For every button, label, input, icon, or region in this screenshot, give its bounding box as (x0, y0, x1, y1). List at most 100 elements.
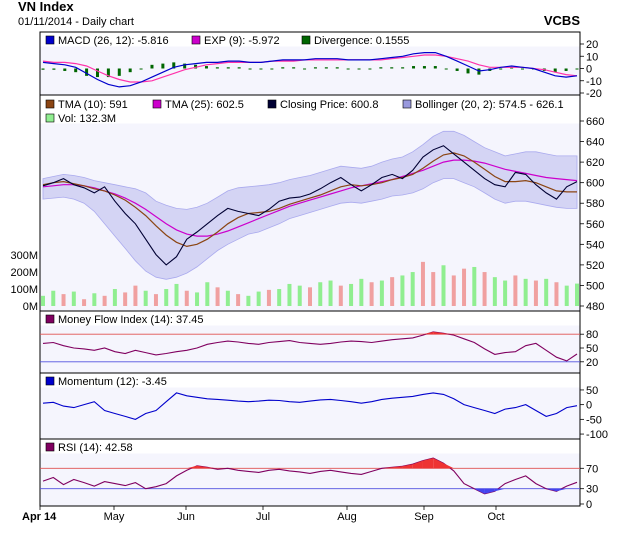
macd-legend-exp-label: EXP (9): -5.972 (204, 35, 280, 47)
volume-bar (287, 283, 292, 306)
volume-bar (195, 292, 200, 306)
volume-bar (215, 287, 220, 306)
volume-bar (575, 283, 579, 306)
volume-bar (533, 280, 538, 306)
macd-divergence-bar (161, 63, 165, 69)
price-legend-volume-label: Vol: 132.3M (58, 113, 116, 125)
macd-divergence-bar (172, 62, 176, 69)
volume-bar (462, 268, 467, 306)
macd-divergence-bar (106, 68, 110, 78)
volume-bar (420, 261, 425, 306)
macd-divergence-bar (85, 68, 89, 76)
rsi-y-tick: 70 (586, 463, 598, 475)
mfi-y-tick: 50 (586, 343, 598, 355)
macd-divergence-bar (575, 68, 579, 70)
rsi-legend-strip (40, 439, 580, 454)
macd-legend-divergence-swatch (301, 35, 311, 45)
momentum-y-tick: -50 (586, 414, 602, 426)
macd-divergence-bar (259, 68, 263, 70)
price-y-tick: 600 (586, 178, 604, 190)
rsi-overbought-fill (412, 460, 423, 469)
rsi-oversold-fill (494, 488, 506, 492)
volume-bar (523, 278, 528, 306)
volume-bar (359, 278, 364, 306)
volume-bar (379, 280, 384, 306)
macd-divergence-bar (335, 67, 339, 69)
rsi-overbought-fill (197, 465, 208, 469)
brand-label: VCBS (544, 13, 580, 28)
volume-bar (338, 285, 343, 306)
chart-title: VN Index (18, 0, 74, 14)
macd-divergence-bar (63, 68, 67, 71)
rsi-overbought-fill (422, 458, 434, 469)
volume-bar (564, 285, 569, 306)
rsi-overbought-fill (433, 458, 444, 469)
macd-divergence-bar (248, 68, 252, 70)
volume-y-tick: 300M (10, 250, 38, 262)
mfi-overbought-fill (422, 331, 434, 335)
volume-bar (236, 294, 241, 306)
momentum-line (42, 392, 578, 420)
macd-divergence-bar (237, 67, 241, 69)
rsi-y-tick: 30 (586, 484, 598, 496)
volume-bar (390, 277, 395, 306)
volume-bar (451, 275, 456, 306)
volume-bar (256, 291, 261, 306)
rsi-legend-label: RSI (14): 42.58 (58, 442, 133, 454)
volume-bar (92, 293, 97, 306)
price-y-tick: 660 (586, 116, 604, 128)
volume-y-tick: 200M (10, 267, 38, 279)
macd-divergence-bar (226, 67, 230, 69)
macd-y-tick: -10 (586, 76, 602, 88)
macd-legend-macd-label: MACD (26, 12): -5.816 (58, 35, 169, 47)
macd-divergence-bar (433, 66, 437, 69)
volume-bar (71, 291, 76, 306)
macd-divergence-bar (95, 68, 99, 78)
volume-bar (82, 299, 87, 306)
macd-divergence-bar (444, 68, 448, 70)
volume-bar (297, 285, 302, 306)
x-tick-label: Jul (256, 511, 270, 523)
chart-subtitle: 01/11/2014 - Daily chart (18, 16, 134, 28)
macd-legend-macd-swatch (45, 35, 55, 45)
mfi-y-tick: 20 (586, 357, 598, 369)
macd-divergence-bar (128, 68, 132, 73)
price-legend-volume-swatch (45, 113, 55, 123)
price-legend-tma10-label: TMA (10): 591 (58, 99, 128, 111)
volume-bar (51, 290, 56, 306)
x-tick-label: May (104, 511, 125, 523)
price-y-tick: 520 (586, 260, 604, 272)
mfi-overbought-fill (443, 333, 454, 335)
price-y-tick: 480 (586, 301, 604, 313)
macd-legend-divergence-label: Divergence: 0.1555 (314, 35, 409, 47)
macd-divergence-bar (303, 68, 307, 70)
momentum-legend-label: Momentum (12): -3.45 (58, 376, 167, 388)
macd-divergence-bar (368, 68, 372, 70)
macd-divergence-bar (139, 68, 143, 70)
rsi-oversold-fill (484, 488, 495, 494)
macd-line (42, 52, 578, 88)
macd-divergence-bar (412, 66, 416, 69)
volume-bar (472, 266, 477, 306)
momentum-y-tick: -100 (586, 429, 608, 441)
momentum-y-tick: 50 (586, 385, 598, 397)
rsi-oversold-fill (474, 488, 485, 494)
volume-y-tick: 0M (23, 301, 38, 313)
price-y-tick: 540 (586, 239, 604, 251)
momentum-legend-strip (40, 373, 580, 388)
macd-divergence-bar (52, 68, 56, 70)
macd-divergence-bar (204, 66, 208, 69)
volume-bar (431, 272, 436, 306)
macd-divergence-bar (521, 68, 525, 70)
macd-y-tick: 10 (586, 51, 598, 63)
price-legend-close-swatch (267, 99, 277, 109)
volume-bar (184, 290, 189, 306)
x-tick-label: Oct (487, 511, 504, 523)
macd-divergence-bar (324, 67, 328, 69)
price-legend-bollinger-label: Bollinger (20, 2): 574.5 - 626.1 (415, 99, 564, 111)
volume-bar (61, 294, 66, 306)
rsi-overbought-fill (186, 465, 198, 469)
volume-bar (277, 289, 282, 306)
mfi-legend-label: Money Flow Index (14): 37.45 (58, 314, 204, 326)
